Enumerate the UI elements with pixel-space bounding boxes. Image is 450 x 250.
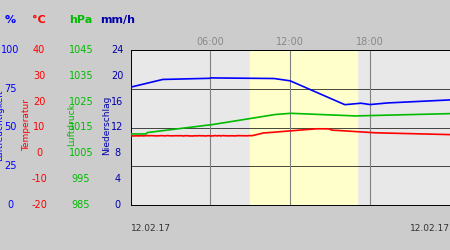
Text: 0: 0 bbox=[7, 200, 14, 210]
Text: 25: 25 bbox=[4, 161, 17, 171]
Text: mm/h: mm/h bbox=[100, 15, 135, 25]
Text: 100: 100 bbox=[1, 45, 20, 55]
Text: 1015: 1015 bbox=[68, 122, 93, 132]
Text: 30: 30 bbox=[33, 71, 45, 81]
Bar bbox=[250, 50, 357, 205]
Text: 12: 12 bbox=[111, 122, 124, 132]
Text: 75: 75 bbox=[4, 84, 17, 94]
Text: -20: -20 bbox=[31, 200, 47, 210]
Text: 985: 985 bbox=[72, 200, 90, 210]
Text: 06:00: 06:00 bbox=[197, 37, 224, 47]
Text: 1025: 1025 bbox=[68, 97, 93, 107]
Text: 1045: 1045 bbox=[68, 45, 93, 55]
Text: 40: 40 bbox=[33, 45, 45, 55]
Text: 0: 0 bbox=[36, 148, 42, 158]
Text: %: % bbox=[5, 15, 16, 25]
Text: 20: 20 bbox=[111, 71, 124, 81]
Text: 12:00: 12:00 bbox=[276, 37, 304, 47]
Text: -10: -10 bbox=[31, 174, 47, 184]
Text: 18:00: 18:00 bbox=[356, 37, 384, 47]
Text: 10: 10 bbox=[33, 122, 45, 132]
Text: 50: 50 bbox=[4, 122, 17, 132]
Text: 16: 16 bbox=[111, 97, 124, 107]
Text: 1035: 1035 bbox=[68, 71, 93, 81]
Text: °C: °C bbox=[32, 15, 46, 25]
Text: 12.02.17: 12.02.17 bbox=[130, 224, 171, 232]
Text: hPa: hPa bbox=[69, 15, 93, 25]
Text: Niederschlag: Niederschlag bbox=[103, 95, 112, 155]
Text: 4: 4 bbox=[114, 174, 121, 184]
Text: Luftdruck: Luftdruck bbox=[68, 104, 76, 146]
Text: Temperatur: Temperatur bbox=[22, 99, 31, 151]
Text: 1005: 1005 bbox=[68, 148, 93, 158]
Text: 20: 20 bbox=[33, 97, 45, 107]
Text: Luftfeuchtigkeit: Luftfeuchtigkeit bbox=[0, 89, 4, 161]
Text: 995: 995 bbox=[72, 174, 90, 184]
Text: 8: 8 bbox=[114, 148, 121, 158]
Text: 0: 0 bbox=[114, 200, 121, 210]
Text: 24: 24 bbox=[111, 45, 124, 55]
Text: 12.02.17: 12.02.17 bbox=[410, 224, 450, 232]
